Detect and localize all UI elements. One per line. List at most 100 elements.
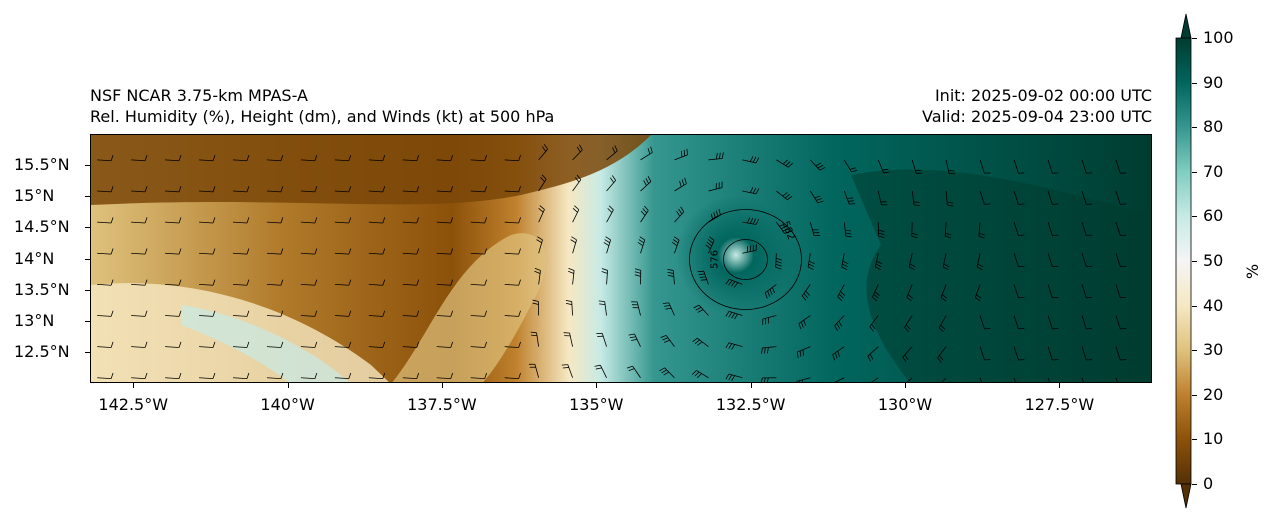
wind-barb <box>1047 346 1059 361</box>
wind-barb <box>131 341 148 348</box>
storm-core <box>676 195 796 315</box>
wind-barb <box>674 177 687 192</box>
colorbar-tick-mark <box>1192 439 1197 441</box>
wind-barb <box>1013 222 1025 236</box>
wind-barb <box>402 154 420 162</box>
wind-barb <box>1115 346 1127 361</box>
wind-barb <box>131 372 148 380</box>
wind-barb <box>131 217 148 224</box>
colorbar-tick-label: 60 <box>1203 206 1224 226</box>
colorbar-tick-label: 100 <box>1203 28 1234 47</box>
wind-barb <box>504 279 521 286</box>
wind-barb <box>97 279 114 286</box>
wind-barb <box>368 186 386 193</box>
wind-barb <box>807 253 815 270</box>
wind-barb <box>906 284 913 302</box>
wind-barb <box>606 205 614 223</box>
wind-barb <box>834 377 845 382</box>
colorbar-tick-mark <box>1192 261 1197 262</box>
wind-barb <box>402 186 420 193</box>
wind-barb <box>165 217 182 224</box>
wind-barbs <box>97 144 1127 382</box>
wind-barb <box>266 217 284 224</box>
wind-barb <box>334 217 352 224</box>
wind-barb <box>796 346 811 358</box>
wind-barb <box>1115 222 1127 236</box>
wind-barb <box>368 217 386 224</box>
wind-barb <box>877 222 885 238</box>
wind-barb <box>470 341 487 348</box>
wind-barb <box>705 236 715 254</box>
wind-barb <box>1081 377 1084 382</box>
wind-barb <box>504 186 521 193</box>
wind-barb <box>470 154 487 162</box>
wind-barb <box>532 299 540 316</box>
wind-barb <box>199 279 216 286</box>
wind-barb <box>742 187 760 195</box>
wind-barb <box>504 248 521 255</box>
wind-barb <box>1115 253 1127 267</box>
lat-tick-label: 12.5°N <box>14 341 70 361</box>
wind-barb <box>843 222 852 238</box>
wind-barb <box>908 253 916 271</box>
wind-barb <box>199 154 216 162</box>
wind-barb <box>1115 377 1118 382</box>
wind-barb <box>568 267 575 285</box>
wind-barb <box>165 154 182 162</box>
lat-tick-mark <box>85 320 90 322</box>
wind-barb <box>402 341 420 348</box>
wind-barb <box>131 154 148 162</box>
lon-tick-mark <box>287 383 289 388</box>
wind-barb <box>640 146 653 161</box>
wind-barb <box>640 205 649 223</box>
colorbar-tick-label: 50 <box>1203 251 1224 270</box>
wind-barb <box>978 222 985 239</box>
wind-barb <box>534 267 541 285</box>
colorbar-tick-mark <box>1192 127 1197 129</box>
wind-barb <box>470 217 487 224</box>
colorbar-tick-mark <box>1192 484 1197 485</box>
wind-barb <box>561 364 573 378</box>
wind-barb <box>834 315 845 331</box>
wind-barb <box>266 279 284 286</box>
init-time: Init: 2025-09-02 00:00 UTC <box>934 86 1152 105</box>
wind-barb <box>232 186 250 193</box>
wind-barb <box>232 217 250 224</box>
wind-barb <box>436 341 454 348</box>
wind-barb <box>165 310 182 317</box>
wind-barb <box>470 186 487 193</box>
wind-barb <box>941 377 947 382</box>
wind-barb <box>368 279 386 286</box>
wind-barb <box>601 268 608 285</box>
wind-barb <box>300 341 318 348</box>
wind-barb <box>760 377 777 382</box>
wind-barb <box>640 176 652 192</box>
wind-barb <box>979 159 991 174</box>
wind-barb <box>563 332 573 347</box>
wind-barb <box>470 279 487 286</box>
wind-barb <box>606 175 616 192</box>
wind-barb <box>762 315 777 326</box>
lon-tick-label: 132.5°W <box>715 395 786 414</box>
wind-barb <box>266 154 284 162</box>
wind-barb <box>538 174 547 192</box>
wind-barb <box>809 222 821 237</box>
wind-barb <box>671 236 680 254</box>
wind-barb <box>266 310 284 317</box>
wind-barb <box>470 310 487 317</box>
wind-barb <box>764 284 777 299</box>
colorbar-tick-mark <box>1192 216 1197 218</box>
wind-barb <box>742 244 757 254</box>
wind-barb <box>725 342 743 350</box>
wind-barb <box>979 190 991 205</box>
wind-barb <box>300 372 318 380</box>
wind-barb <box>945 159 956 175</box>
wind-barb <box>436 372 454 380</box>
colorbar-tick-mark <box>1192 82 1197 84</box>
wind-barb <box>942 253 950 271</box>
wind-barb <box>940 284 948 302</box>
colorbar-tick-mark <box>1192 305 1197 307</box>
wind-barb <box>634 268 642 285</box>
colorbar-tick-label: 30 <box>1203 340 1224 360</box>
lon-tick-label: 135°W <box>569 395 624 414</box>
